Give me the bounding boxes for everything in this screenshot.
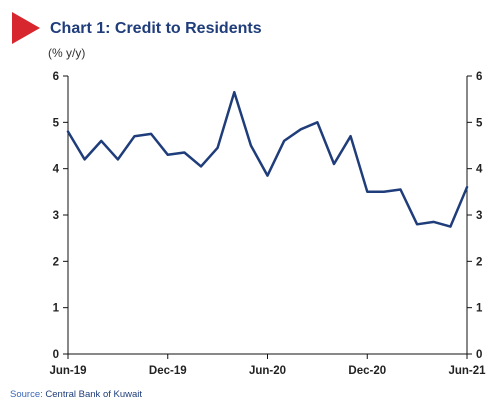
right-y-tick-label: 6 — [476, 71, 482, 83]
series-line-credit-to-residents — [66, 90, 469, 228]
x-tick-label: Jun-19 — [49, 365, 86, 377]
right-y-tick-label: 5 — [476, 117, 483, 129]
x-tick-label: Dec-20 — [348, 365, 386, 377]
right-y-ticks: 0 1 2 3 4 5 6 — [467, 71, 483, 361]
y-unit-label: (% y/y) — [48, 46, 85, 60]
left-y-tick-label: 2 — [53, 256, 59, 268]
x-ticks: Jun-19 Dec-19 Jun-20 Dec-20 Jun-21 — [49, 354, 486, 377]
right-y-tick-label: 4 — [476, 164, 483, 176]
right-y-tick-label: 2 — [476, 256, 482, 268]
right-y-tick-label: 1 — [476, 303, 483, 315]
left-y-tick-label: 0 — [53, 349, 59, 361]
left-y-tick-label: 6 — [53, 71, 59, 83]
left-y-tick-label: 3 — [53, 210, 59, 222]
right-y-tick-label: 3 — [476, 210, 482, 222]
plot-area: 0 1 2 3 4 5 6 0 1 2 3 4 5 6 Jun-19 Dec-19 Jun-20 Dec-20… — [49, 71, 486, 377]
source-text: Central Bank of Kuwait — [45, 389, 142, 400]
left-y-tick-label: 1 — [53, 303, 60, 315]
title-marker — [12, 12, 40, 44]
x-tick-label: Jun-20 — [249, 365, 286, 377]
left-y-ticks: 0 1 2 3 4 5 6 — [53, 71, 68, 361]
chart-title: Chart 1: Credit to Residents — [50, 20, 262, 37]
left-y-tick-label: 5 — [53, 117, 60, 129]
right-y-tick-label: 0 — [476, 349, 482, 361]
source-note: Source: Central Bank of Kuwait — [10, 389, 142, 400]
left-y-tick-label: 4 — [53, 164, 60, 176]
source-label: Source: — [10, 389, 43, 400]
x-tick-label: Dec-19 — [149, 365, 187, 377]
x-tick-label: Jun-21 — [448, 365, 486, 377]
